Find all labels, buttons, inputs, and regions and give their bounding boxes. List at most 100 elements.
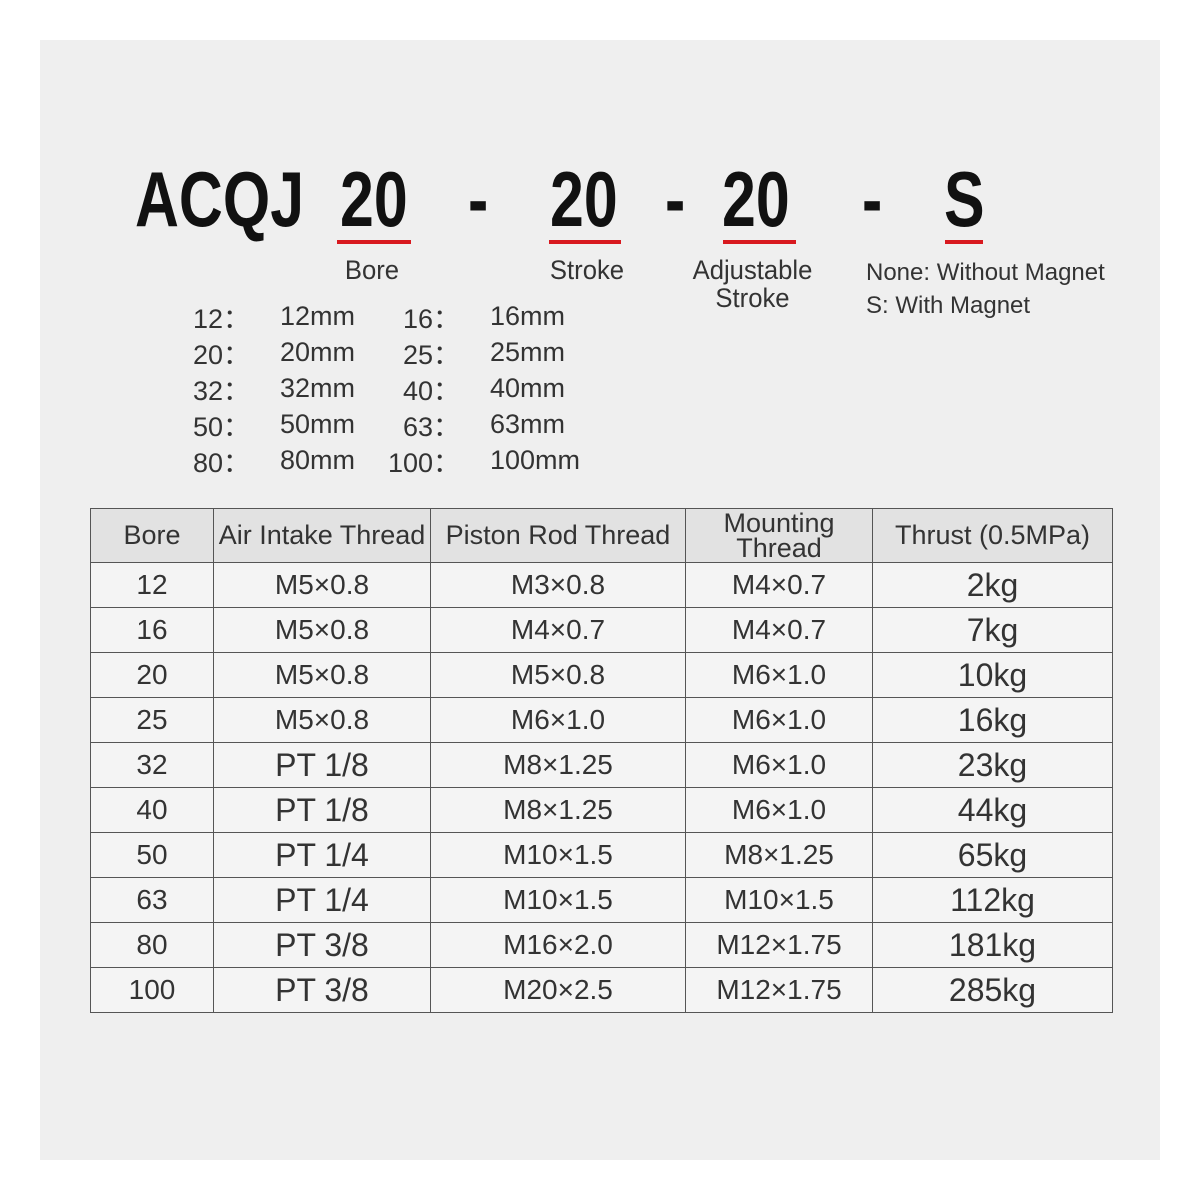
table-cell: M5×0.8: [213, 562, 431, 608]
table-cell: M8×1.25: [430, 742, 686, 788]
table-row: 63 PT 1/4 M10×1.5 M10×1.5 112kg: [90, 877, 1113, 923]
column-header: Bore: [90, 508, 214, 563]
table-cell: PT 3/8: [213, 967, 431, 1013]
table-cell: M6×1.0: [685, 697, 873, 743]
table-cell: 2kg: [872, 562, 1113, 608]
separator: -: [862, 155, 883, 243]
bore-size: 16mm: [490, 300, 566, 331]
table-cell: 285kg: [872, 967, 1113, 1013]
table-cell: 20: [90, 652, 214, 698]
bore-size: 40mm: [490, 372, 566, 403]
table-cell: 16kg: [872, 697, 1113, 743]
red-underline: [945, 240, 983, 244]
table-cell: M3×0.8: [430, 562, 686, 608]
table-cell: M12×1.75: [685, 967, 873, 1013]
table-cell: PT 1/8: [213, 787, 431, 833]
model-bore: 20: [340, 155, 408, 243]
bore-option-row: 20： 20mm 25： 25mm: [180, 334, 600, 370]
bore-code: 63：: [402, 411, 460, 442]
bore-code: 50：: [192, 411, 250, 442]
table-cell: M12×1.75: [685, 922, 873, 968]
table-cell: M4×0.7: [430, 607, 686, 653]
adjustable-line2: Stroke: [715, 283, 790, 313]
table-cell: 32: [90, 742, 214, 788]
table-row: 20 M5×0.8 M5×0.8 M6×1.0 10kg: [90, 652, 1113, 698]
table-cell: M8×1.25: [685, 832, 873, 878]
table-cell: 10kg: [872, 652, 1113, 698]
table-cell: PT 1/8: [213, 742, 431, 788]
separator: -: [665, 155, 686, 243]
table-row: 40 PT 1/8 M8×1.25 M6×1.0 44kg: [90, 787, 1113, 833]
table-cell: 65kg: [872, 832, 1113, 878]
table-row: 25 M5×0.8 M6×1.0 M6×1.0 16kg: [90, 697, 1113, 743]
model-stroke: 20: [550, 155, 618, 243]
model-adjustable-stroke: 20: [722, 155, 790, 243]
bore-option-row: 80： 80mm 100： 100mm: [180, 442, 600, 478]
bore-code: 20：: [192, 339, 250, 370]
separator: -: [468, 155, 489, 243]
table-cell: M10×1.5: [685, 877, 873, 923]
bore-size: 32mm: [280, 372, 356, 403]
table-cell: M20×2.5: [430, 967, 686, 1013]
table-cell: 112kg: [872, 877, 1113, 923]
table-cell: M6×1.0: [685, 787, 873, 833]
stroke-label: Stroke: [549, 255, 625, 285]
bore-size: 50mm: [280, 408, 356, 439]
table-cell: 50: [90, 832, 214, 878]
bore-size: 80mm: [280, 444, 356, 475]
table-cell: M10×1.5: [430, 832, 686, 878]
table-row: 12 M5×0.8 M3×0.8 M4×0.7 2kg: [90, 562, 1113, 608]
table-cell: M5×0.8: [213, 607, 431, 653]
spec-table: Bore Air Intake Thread Piston Rod Thread Mo…: [90, 508, 1113, 1013]
table-cell: M16×2.0: [430, 922, 686, 968]
red-underline: [337, 240, 411, 244]
bore-size: 63mm: [490, 408, 566, 439]
bore-code: 100：: [387, 447, 460, 478]
table-cell: M5×0.8: [430, 652, 686, 698]
bore-size: 12mm: [280, 300, 356, 331]
model-magnet: S: [944, 155, 985, 243]
table-cell: M5×0.8: [213, 697, 431, 743]
table-cell: M10×1.5: [430, 877, 686, 923]
bore-options-list: 12： 12mm 16： 16mm 20： 20mm 25： 25mm 32： 32mm 40： 40…: [180, 298, 600, 478]
table-cell: M4×0.7: [685, 607, 873, 653]
table-cell: M8×1.25: [430, 787, 686, 833]
legend-none: None: Without Magnet: [866, 259, 1105, 286]
table-cell: 23kg: [872, 742, 1113, 788]
table-cell: 80: [90, 922, 214, 968]
bore-size: 100mm: [490, 444, 581, 475]
table-row: 16 M5×0.8 M4×0.7 M4×0.7 7kg: [90, 607, 1113, 653]
table-cell: 12: [90, 562, 214, 608]
table-cell: M6×1.0: [685, 652, 873, 698]
table-cell: M5×0.8: [213, 652, 431, 698]
bore-code: 16：: [402, 303, 460, 334]
bore-option-row: 50： 50mm 63： 63mm: [180, 406, 600, 442]
bore-code: 25：: [402, 339, 460, 370]
table-cell: PT 3/8: [213, 922, 431, 968]
bore-option-row: 12： 12mm 16： 16mm: [180, 298, 600, 334]
table-cell: M6×1.0: [430, 697, 686, 743]
bore-code: 80：: [192, 447, 250, 478]
table-cell: PT 1/4: [213, 832, 431, 878]
column-header: Thrust (0.5MPa): [872, 508, 1113, 563]
bore-size: 20mm: [280, 336, 356, 367]
red-underline: [549, 240, 621, 244]
magnet-legend: None: Without Magnet S: With Magnet: [866, 256, 1105, 322]
bore-size: 25mm: [490, 336, 566, 367]
bore-code: 40：: [402, 375, 460, 406]
table-cell: 40: [90, 787, 214, 833]
table-header-row: Bore Air Intake Thread Piston Rod Thread Mo…: [90, 508, 1113, 563]
table-row: 32 PT 1/8 M8×1.25 M6×1.0 23kg: [90, 742, 1113, 788]
column-header: Mounting Thread: [685, 508, 873, 563]
table-cell: 44kg: [872, 787, 1113, 833]
table-cell: 25: [90, 697, 214, 743]
table-row: 80 PT 3/8 M16×2.0 M12×1.75 181kg: [90, 922, 1113, 968]
adjustable-stroke-label: Adjustable Stroke: [674, 256, 831, 312]
bore-code: 12：: [192, 303, 250, 334]
table-cell: 7kg: [872, 607, 1113, 653]
legend-s: S: With Magnet: [866, 292, 1031, 319]
bore-code: 32：: [192, 375, 250, 406]
column-header: Air Intake Thread: [213, 508, 431, 563]
table-row: 100 PT 3/8 M20×2.5 M12×1.75 285kg: [90, 967, 1113, 1013]
red-underline: [723, 240, 796, 244]
